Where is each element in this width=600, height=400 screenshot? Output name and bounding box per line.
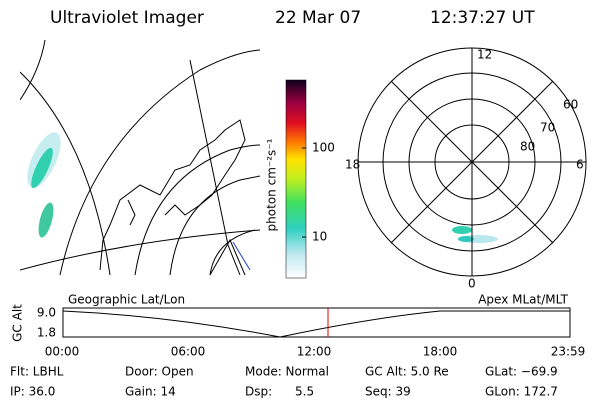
info-item: GLat: −69.9 [485, 365, 558, 379]
time: 12:37:27 UT [430, 8, 535, 28]
panel-title: Apex MLat/MLT [478, 293, 568, 307]
lat-label: 70 [540, 121, 555, 135]
colorbar [285, 79, 307, 279]
colorbar-tick-label: 100 [312, 141, 335, 155]
lat-label: 60 [563, 98, 578, 112]
altitude-curve [62, 310, 570, 338]
colorbar-label: photon cm⁻²s⁻¹ [265, 138, 279, 231]
time-label: 18:00 [423, 345, 458, 359]
time-label: 00:00 [45, 345, 80, 359]
time-label: 06:00 [171, 345, 206, 359]
info-item: IP: 36.0 [10, 385, 55, 399]
info-table: Flt: LBHL IP: 36.0 Door: Open Gain: 14 Mode:… [10, 365, 558, 399]
info-item: Flt: LBHL [10, 365, 64, 379]
polar-plot: 12 18 6 0 60 70 80 [345, 47, 587, 291]
info-item: Seq: 39 [365, 385, 411, 399]
axis-label: GC Alt [11, 304, 25, 342]
lat-label: 80 [520, 140, 535, 154]
info-item: Door: Open [125, 365, 194, 379]
mlt-label: 12 [477, 48, 492, 62]
title: Ultraviolet Imager [50, 8, 204, 28]
mlt-label: 0 [468, 277, 476, 291]
geographic-map [20, 40, 260, 276]
altitude-frame [62, 307, 571, 338]
y-label: 9.0 [37, 306, 56, 320]
date: 22 Mar 07 [275, 8, 361, 28]
info-item: Mode: Normal [245, 365, 329, 379]
colorbar-tick-label: 10 [312, 230, 327, 244]
info-item: Dsp: 5.5 [245, 385, 314, 399]
info-item: Gain: 14 [125, 385, 176, 399]
info-item: GC Alt: 5.0 Re [365, 365, 449, 379]
y-label: 1.8 [37, 326, 56, 340]
info-item: GLon: 172.7 [485, 385, 558, 399]
time-label: 12:00 [297, 345, 332, 359]
mlt-label: 18 [345, 158, 360, 172]
mlt-label: 6 [576, 158, 584, 172]
time-label: 23:59 [551, 345, 586, 359]
panel-title: Geographic Lat/Lon [68, 293, 185, 307]
